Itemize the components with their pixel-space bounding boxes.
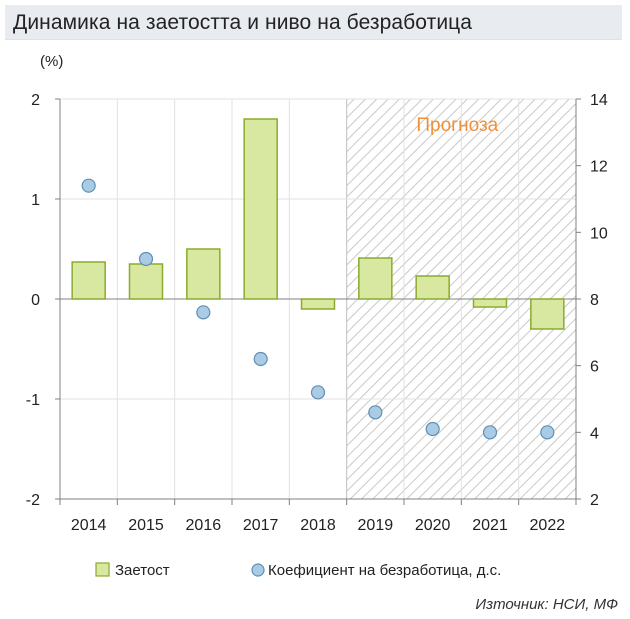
x-tick-label: 2019 (358, 517, 394, 534)
bar-zaetost (71, 261, 106, 300)
right-tick-label: 14 (590, 92, 608, 109)
right-tick-label: 2 (590, 492, 599, 509)
x-tick-label: 2021 (472, 517, 508, 534)
bar-zaetost (472, 298, 508, 308)
x-tick-label: 2020 (415, 517, 451, 534)
x-tick-label: 2014 (71, 517, 107, 534)
point-unemployment (310, 385, 326, 400)
x-tick-label: 2015 (128, 517, 164, 534)
x-tick-label: 2022 (530, 517, 566, 534)
bar-zaetost (300, 298, 336, 310)
left-tick-label: 2 (31, 92, 40, 109)
left-tick-label: -1 (26, 392, 40, 409)
right-tick-label: 4 (590, 425, 599, 442)
point-unemployment (253, 351, 268, 367)
legend-bar-label: Заетост (115, 562, 170, 579)
left-tick-label: 0 (31, 292, 40, 309)
legend-point-swatch (251, 563, 265, 577)
left-tick-label: 1 (31, 192, 40, 209)
point-unemployment (368, 405, 383, 420)
bar-zaetost (128, 263, 164, 300)
bar-zaetost (243, 118, 278, 300)
right-tick-label: 10 (590, 225, 608, 242)
legend-point-label: Коефициент на безработица, д.с. (268, 562, 501, 579)
right-tick-label: 6 (590, 359, 599, 376)
legend-bar-swatch (95, 562, 110, 577)
bar-zaetost (415, 275, 450, 300)
chart-title: Динамика на заетостта и ниво на безработ… (13, 11, 473, 34)
x-tick-label: 2017 (243, 517, 279, 534)
left-tick-label: -2 (26, 492, 40, 509)
x-tick-label: 2016 (186, 517, 222, 534)
source-note: Източник: НСИ, МФ (475, 596, 618, 613)
bar-zaetost (530, 298, 565, 330)
point-unemployment (482, 425, 498, 440)
point-unemployment (81, 178, 96, 193)
bar-zaetost (186, 248, 221, 300)
bar-zaetost (358, 257, 393, 300)
point-unemployment (540, 425, 555, 440)
x-tick-label: 2018 (300, 517, 336, 534)
left-unit-label: (%) (40, 53, 63, 70)
point-unemployment (425, 421, 440, 437)
right-tick-label: 8 (590, 292, 599, 309)
forecast-label: Прогноза (416, 115, 498, 136)
point-unemployment (138, 251, 154, 267)
right-tick-label: 12 (590, 159, 608, 176)
title-bar: Динамика на заетостта и ниво на безработ… (5, 5, 622, 40)
point-unemployment (196, 305, 211, 320)
